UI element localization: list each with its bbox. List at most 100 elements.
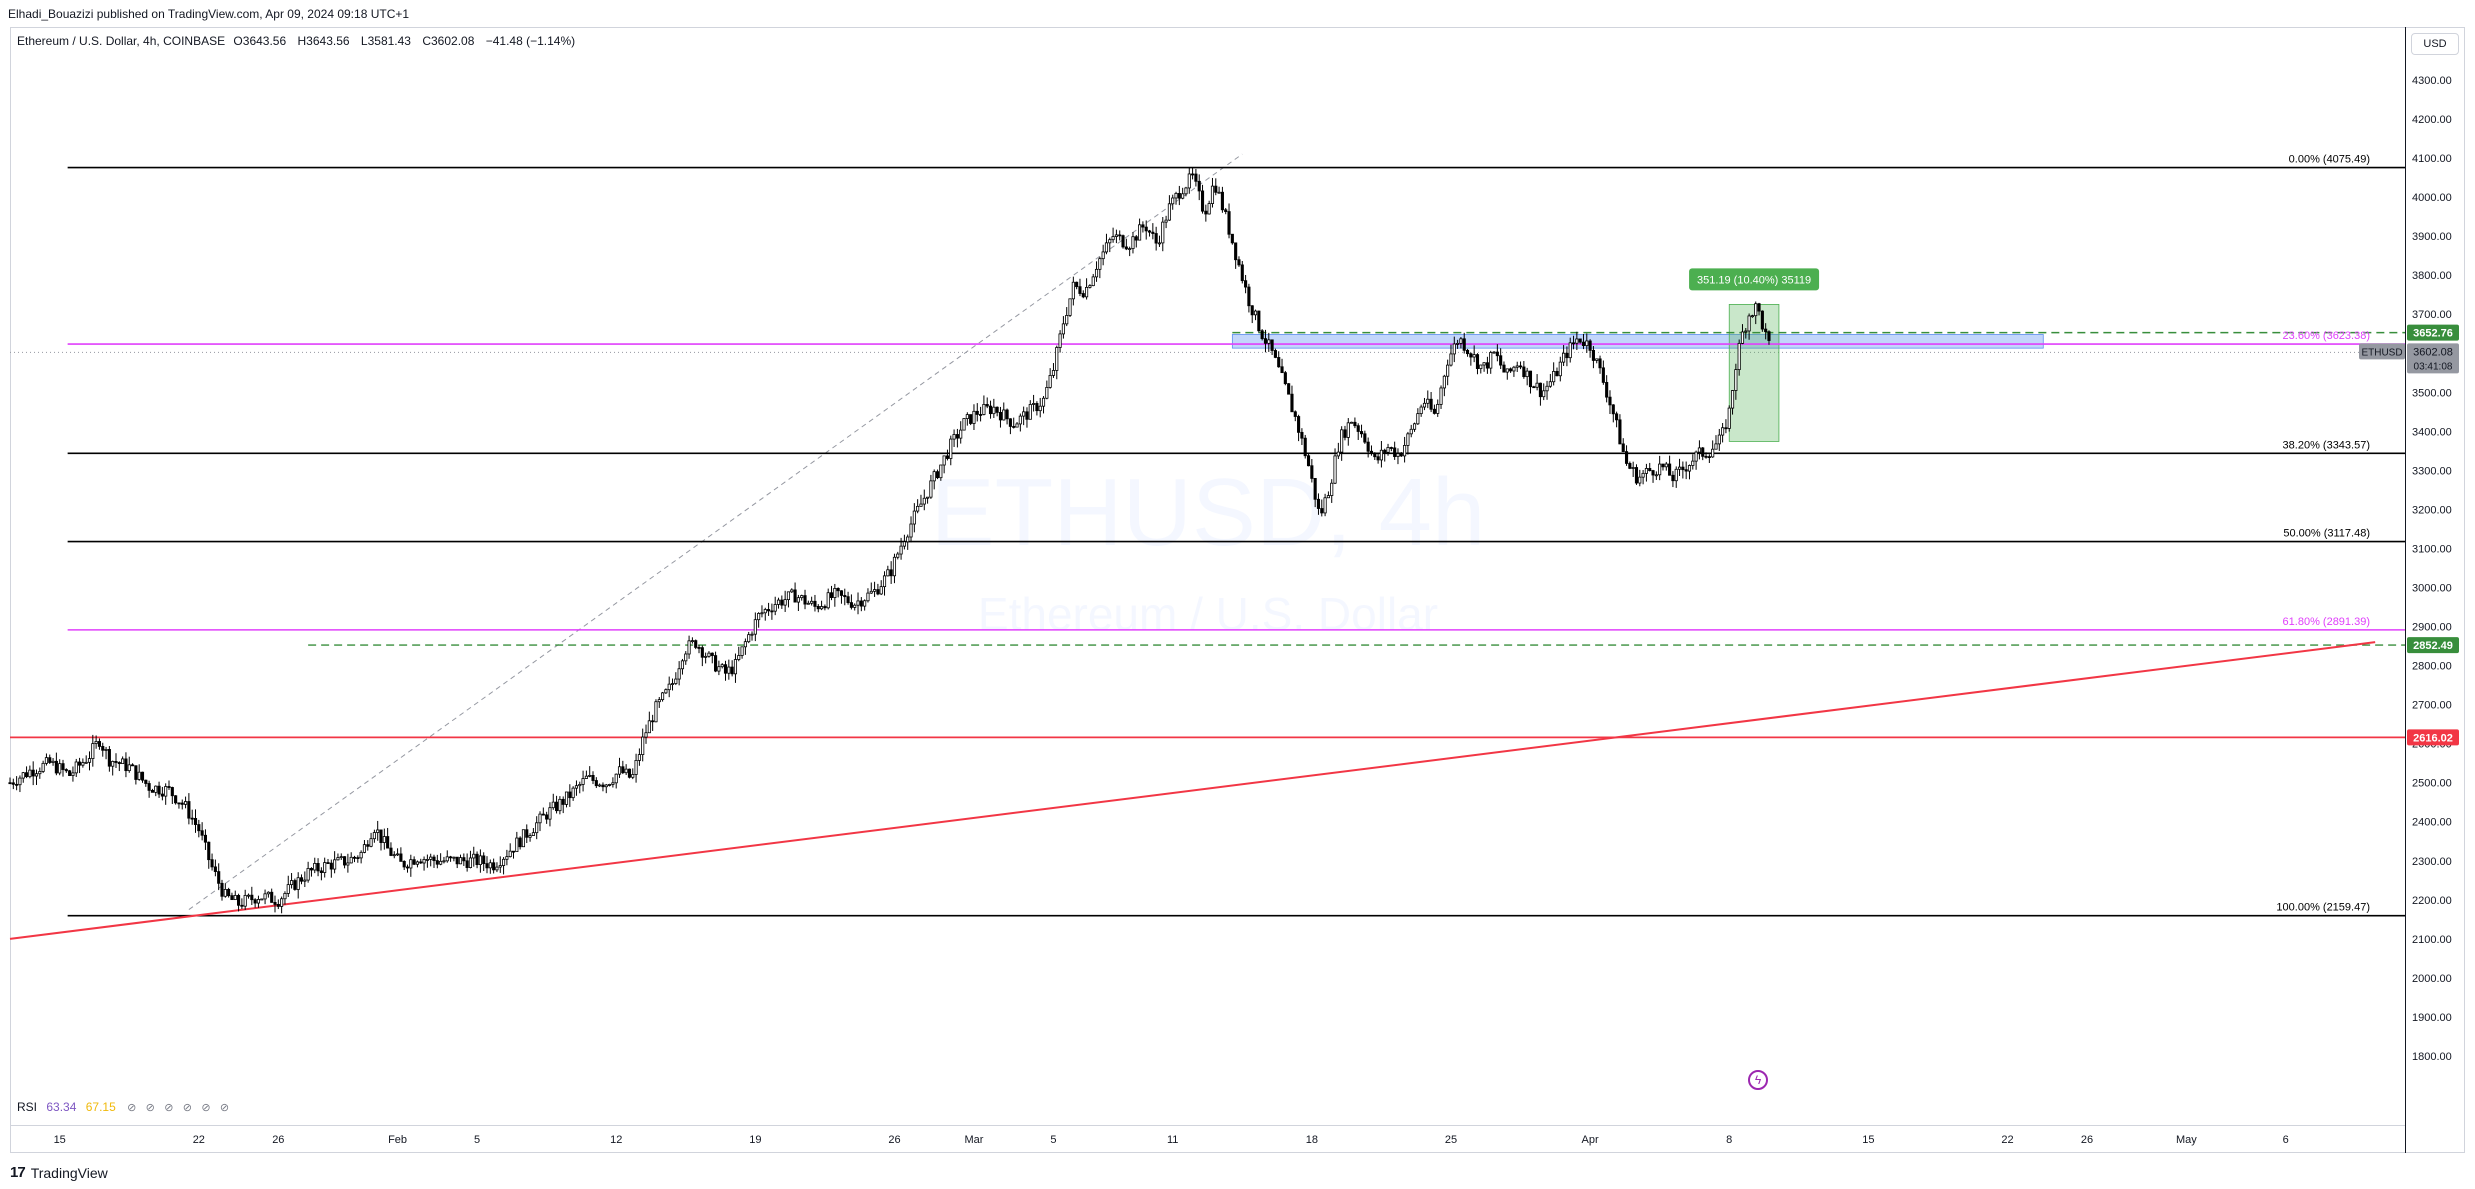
candle-body [912, 510, 916, 525]
candle [687, 635, 691, 659]
time-tick-label: 19 [749, 1134, 761, 1146]
candle [1535, 374, 1539, 391]
candle-body [28, 769, 32, 778]
candle [1363, 430, 1367, 444]
candle-body [396, 853, 400, 856]
candle [1154, 226, 1158, 251]
candle [283, 891, 287, 905]
price-tick-label: 4100.00 [2412, 153, 2452, 165]
candle-body [190, 817, 194, 820]
candle [1432, 404, 1436, 415]
candle-body [1730, 390, 1735, 409]
candle-body [555, 801, 559, 812]
candle-body [1628, 463, 1632, 469]
candle [1005, 408, 1009, 425]
candle-body [1727, 407, 1731, 429]
candle [140, 771, 145, 783]
candle-body [853, 604, 857, 608]
candle [482, 852, 486, 872]
candle [1055, 345, 1059, 380]
candle [316, 858, 320, 877]
rsi-legend[interactable]: RSI 63.34 67.15 ⊘ ⊘ ⊘ ⊘ ⊘ ⊘ [17, 1100, 235, 1114]
candle-body [1104, 242, 1109, 253]
candle [190, 809, 194, 825]
candle [581, 770, 585, 792]
eye-off-icon[interactable]: ⊘ [127, 1102, 137, 1114]
candle [899, 537, 903, 560]
candle [343, 856, 347, 869]
candle-body [952, 434, 956, 440]
price-axis[interactable]: 1800.00 1900.00 2000.00 2100.00 2200.00 2300.… [2359, 75, 2459, 1063]
candle-body [498, 865, 502, 868]
candle [1744, 328, 1748, 339]
candle [1306, 452, 1311, 467]
time-tick-label: Mar [964, 1134, 983, 1146]
candle [800, 594, 804, 601]
candle [475, 851, 479, 869]
candle [1426, 390, 1430, 409]
candle [1214, 178, 1218, 196]
more-icon[interactable]: ⊘ [182, 1102, 193, 1114]
candle-body [472, 853, 476, 859]
move-icon[interactable]: ⊘ [201, 1102, 211, 1114]
symbol-legend[interactable]: Ethereum / U.S. Dollar, 4h, COINBASE O36… [17, 34, 575, 48]
chart-frame[interactable] [10, 27, 2465, 1153]
candle-body [296, 877, 300, 890]
candle [670, 678, 675, 691]
candle [1528, 370, 1533, 394]
candle [849, 594, 853, 610]
candle [1591, 346, 1595, 369]
lightning-icon[interactable]: ϟ [1748, 1070, 1768, 1090]
price-tick-label: 3300.00 [2412, 465, 2452, 477]
candle-body [104, 749, 108, 751]
currency-button[interactable]: USD [2411, 33, 2459, 55]
publisher-caption: Elhadi_Bouazizi published on TradingView… [8, 7, 410, 21]
candle-body [1356, 425, 1360, 432]
candle [892, 553, 897, 584]
legend-high-label: H [297, 34, 307, 48]
time-axis[interactable]: 15 22 26 Feb 5 12 19 26 Mar 5 11 18 25 Apr 8 15 22 26 May 6 [54, 1134, 2289, 1146]
delete-icon[interactable]: ⊘ [164, 1102, 174, 1114]
candle-body [1350, 421, 1354, 424]
candle [309, 867, 314, 877]
hide-icon[interactable]: ⊘ [219, 1102, 230, 1114]
candle-body [283, 893, 287, 900]
candle [1449, 344, 1453, 367]
rsi-value: 63.34 [46, 1100, 77, 1114]
candle [352, 855, 357, 863]
candle [1492, 351, 1496, 354]
candle [1045, 380, 1049, 400]
settings-icon[interactable]: ⊘ [145, 1102, 155, 1114]
candle [61, 759, 65, 777]
candle [621, 760, 625, 775]
candle-body [1704, 455, 1708, 458]
candle [1485, 356, 1489, 374]
candle-body [839, 590, 844, 596]
candle [1757, 302, 1761, 316]
candle-body [1227, 211, 1231, 235]
candle-body [1734, 369, 1738, 391]
candle-body [505, 856, 509, 860]
candle [926, 496, 930, 504]
candle [992, 398, 996, 419]
candle [1333, 448, 1337, 485]
candle-body [1071, 281, 1075, 300]
time-axis-divider [10, 1125, 2405, 1126]
candle [1681, 461, 1685, 479]
candle [604, 783, 608, 794]
candle [150, 788, 155, 793]
watermark-description: Ethereum / U.S. Dollar [978, 588, 1438, 640]
candle-body [1055, 347, 1059, 371]
candle-body [608, 784, 612, 786]
candle-body [1121, 235, 1125, 248]
candle [720, 663, 724, 669]
candle [1465, 348, 1470, 357]
candle [465, 853, 469, 872]
candle-body [140, 771, 145, 781]
tradingview-logo[interactable]: 17 TradingView [10, 1164, 108, 1181]
legend-symbol[interactable]: Ethereum / U.S. Dollar, 4h, COINBASE [17, 34, 226, 48]
candle-body [515, 837, 519, 853]
candle [107, 746, 111, 772]
candle [366, 840, 370, 851]
